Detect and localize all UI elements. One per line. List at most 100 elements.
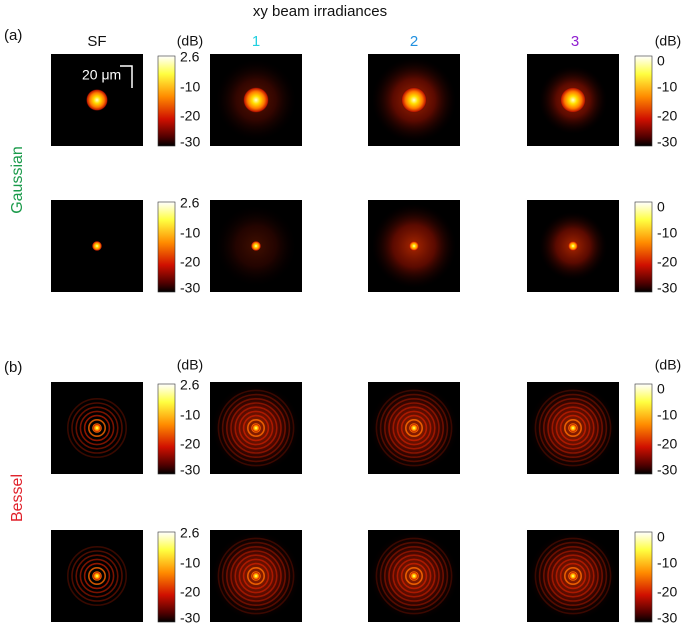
- bessel-ring: [392, 554, 436, 598]
- bessel-ring: [547, 402, 599, 454]
- bessel-ring: [83, 414, 111, 442]
- colorbar-tick-label: -10: [657, 225, 677, 241]
- bessel-ring: [392, 406, 436, 450]
- beam-spot: [401, 87, 427, 113]
- bessel-ring: [388, 402, 440, 454]
- panel-label: (a): [4, 27, 22, 44]
- colorbar-tick-label: -30: [657, 280, 677, 296]
- beam-spot: [410, 572, 418, 580]
- bessel-ring: [534, 389, 612, 467]
- bessel-ring: [247, 566, 266, 585]
- beam-spot: [93, 572, 101, 580]
- bessel-ring: [221, 541, 291, 611]
- bessel-ring: [555, 410, 591, 446]
- bessel-ring: [88, 418, 107, 437]
- panel-label: (b): [4, 359, 22, 376]
- bessel-ring: [238, 558, 274, 594]
- bessel-ring: [234, 554, 278, 598]
- column-header: 2: [410, 33, 418, 50]
- colorbar-tick-label: 2.6: [180, 195, 200, 211]
- bessel-ring: [230, 402, 282, 454]
- colorbar: [157, 383, 176, 475]
- colorbar-tick-label: -10: [657, 407, 677, 423]
- bessel-ring: [555, 558, 591, 594]
- colorbar-tick-label: -20: [657, 108, 677, 124]
- bessel-ring: [242, 562, 270, 590]
- beam-spot: [251, 241, 261, 251]
- colorbar-tick-label: 2.6: [180, 49, 200, 65]
- bessel-ring: [242, 414, 270, 442]
- bessel-ring: [400, 414, 428, 442]
- colorbar-tick-label: -30: [657, 610, 677, 626]
- bessel-ring: [217, 537, 295, 615]
- unit-label: (dB): [655, 357, 681, 373]
- bessel-ring: [221, 393, 291, 463]
- colorbar: [634, 531, 653, 623]
- bessel-ring: [563, 418, 582, 437]
- colorbar-tick-label: -10: [180, 79, 200, 95]
- colorbar: [634, 201, 653, 293]
- bessel-ring: [404, 566, 423, 585]
- colorbar: [157, 55, 176, 147]
- bessel-ring: [396, 410, 432, 446]
- bessel-ring: [563, 566, 582, 585]
- beam-spot: [252, 572, 260, 580]
- unit-label: (dB): [655, 33, 681, 49]
- bessel-ring: [559, 414, 587, 442]
- colorbar-tick-label: -20: [180, 436, 200, 452]
- bessel-ring: [67, 397, 128, 458]
- row-label: Gaussian: [9, 146, 26, 214]
- bessel-ring: [71, 402, 123, 454]
- bessel-ring: [388, 550, 440, 602]
- beam-spot: [569, 572, 577, 580]
- colorbar-tick-label: -30: [180, 462, 200, 478]
- bessel-ring: [226, 545, 287, 606]
- colorbar-tick-label: -10: [180, 407, 200, 423]
- bessel-ring: [379, 393, 449, 463]
- bessel-ring: [79, 558, 115, 594]
- bessel-ring: [542, 545, 603, 606]
- colorbar-tick-label: -20: [657, 436, 677, 452]
- unit-label: (dB): [177, 357, 203, 373]
- bessel-ring: [79, 410, 115, 446]
- colorbar-tick-label: -20: [657, 254, 677, 270]
- beam-spot: [410, 424, 418, 432]
- bessel-ring: [396, 558, 432, 594]
- colorbar-tick-label: -30: [180, 610, 200, 626]
- bessel-ring: [71, 550, 123, 602]
- bessel-ring: [75, 406, 119, 450]
- bessel-ring: [559, 562, 587, 590]
- bessel-ring: [404, 418, 423, 437]
- column-header: SF: [87, 33, 106, 50]
- colorbar-tick-label: -20: [180, 584, 200, 600]
- beam-spot: [86, 89, 108, 111]
- bessel-ring: [542, 397, 603, 458]
- bessel-ring: [379, 541, 449, 611]
- colorbar: [157, 531, 176, 623]
- bessel-ring: [88, 566, 107, 585]
- bessel-ring: [551, 406, 595, 450]
- beam-spot: [92, 241, 102, 251]
- bessel-ring: [534, 537, 612, 615]
- scale-bar: [120, 65, 133, 88]
- bessel-ring: [234, 406, 278, 450]
- bessel-ring: [238, 410, 274, 446]
- colorbar-tick-label: -10: [657, 79, 677, 95]
- bessel-ring: [547, 550, 599, 602]
- colorbar-tick-label: 2.6: [180, 377, 200, 393]
- colorbar-tick-label: -20: [180, 108, 200, 124]
- bessel-ring: [247, 418, 266, 437]
- bessel-ring: [538, 541, 608, 611]
- colorbar-tick-label: -30: [180, 134, 200, 150]
- colorbar-tick-label: -20: [180, 254, 200, 270]
- unit-label: (dB): [177, 33, 203, 49]
- beam-spot: [93, 424, 101, 432]
- colorbar-tick-label: 0: [657, 529, 665, 545]
- beam-spot: [568, 241, 578, 251]
- bessel-ring: [383, 397, 444, 458]
- column-header: 1: [252, 33, 260, 50]
- colorbar-tick-label: 2.6: [180, 525, 200, 541]
- colorbar-tick-label: -30: [180, 280, 200, 296]
- colorbar: [634, 383, 653, 475]
- colorbar-tick-label: -30: [657, 134, 677, 150]
